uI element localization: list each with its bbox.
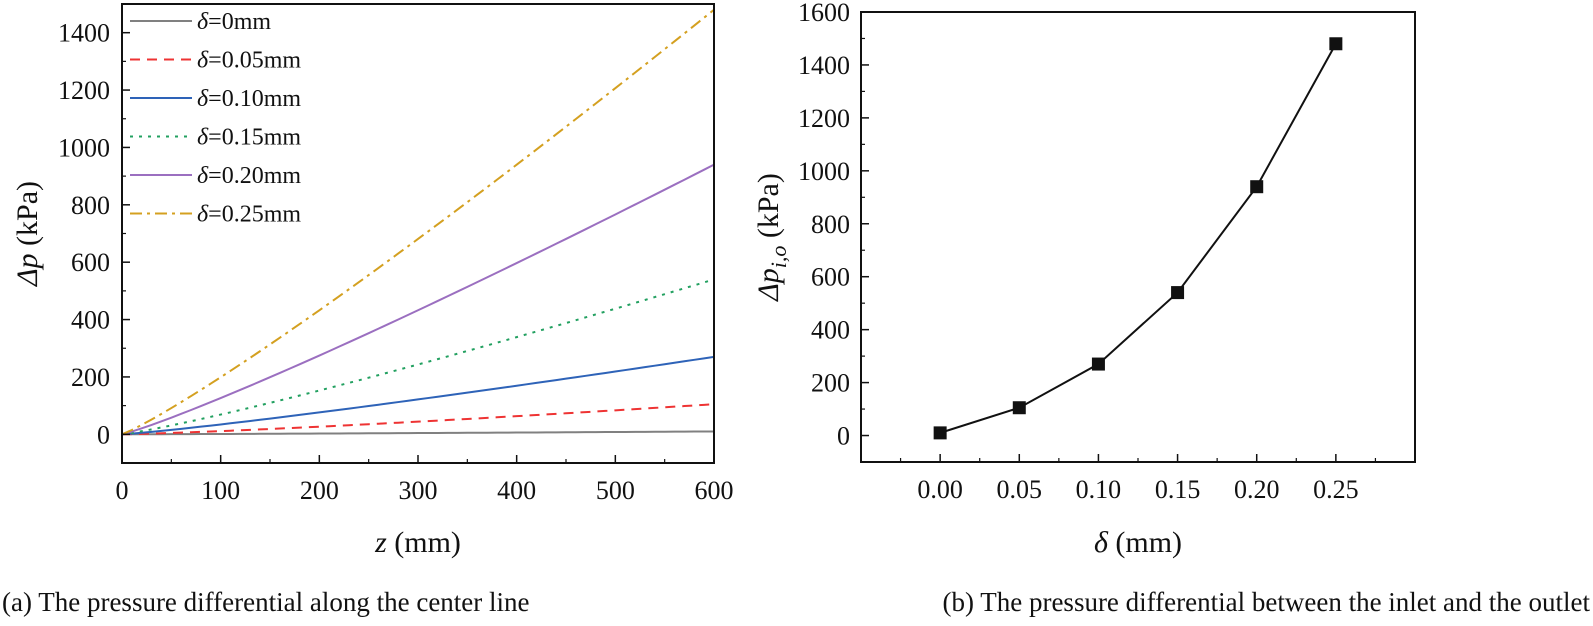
y-tick-label-8: 1600 xyxy=(798,0,850,27)
data-point-4 xyxy=(1250,180,1264,194)
legend-label-5: δ=0.25mm xyxy=(197,202,301,228)
x-tick-label-5: 0.25 xyxy=(1313,475,1359,504)
caption-b: (b) The pressure differential between th… xyxy=(942,587,1590,617)
y-tick-label-7: 1400 xyxy=(58,19,110,48)
y-tick-label-3: 600 xyxy=(71,248,110,277)
series-line-2 xyxy=(121,355,715,436)
series-line-5 xyxy=(121,8,715,436)
x-tick-label-0: 0 xyxy=(116,476,129,505)
x-tick-label-2: 0.10 xyxy=(1076,475,1122,504)
y-tick-label-2: 400 xyxy=(811,316,850,345)
y-tick-label-1: 200 xyxy=(811,369,850,398)
chart-b: 0.00 0.05 0.10 0.15 0.20 0.25 0 200 400 600 800 100… xyxy=(752,0,1416,559)
x-tick-label-1: 0.05 xyxy=(997,475,1043,504)
series-line-0 xyxy=(121,430,715,436)
series-line-4 xyxy=(121,163,715,436)
x-tick-label-4: 400 xyxy=(497,476,536,505)
x-tick-label-3: 0.15 xyxy=(1155,475,1201,504)
x-axis-title: δ (mm) xyxy=(1094,526,1182,559)
legend: δ=0mm δ=0.05mm δ=0.10mm δ=0.15mm δ=0.20mm δ=0… xyxy=(130,9,301,228)
legend-label-2: δ=0.10mm xyxy=(197,86,301,112)
y-tick-label-1: 200 xyxy=(71,363,110,392)
y-tick-label-2: 400 xyxy=(71,306,110,335)
data-point-0 xyxy=(933,426,947,440)
x-tick-label-4: 0.20 xyxy=(1234,475,1280,504)
legend-label-0: δ=0mm xyxy=(197,9,271,35)
y-axis-title: Δpi,o (kPa) xyxy=(752,173,791,302)
y-tick-label-6: 1200 xyxy=(798,104,850,133)
x-tick-label-1: 100 xyxy=(201,476,240,505)
y-tick-label-5: 1000 xyxy=(58,133,110,162)
data-point-5 xyxy=(1329,37,1343,51)
series-line-1 xyxy=(121,403,715,436)
legend-label-4: δ=0.20mm xyxy=(197,163,301,189)
chart-a: 0 100 200 300 400 500 600 0 200 400 600 800 1000 1200… xyxy=(11,3,734,559)
x-tick-label-3: 300 xyxy=(399,476,438,505)
data-point-3 xyxy=(1171,286,1185,300)
data-point-2 xyxy=(1091,357,1105,371)
caption-a: (a) The pressure differential along the … xyxy=(2,587,530,617)
y-tick-label-6: 1200 xyxy=(58,76,110,105)
y-tick-label-0: 0 xyxy=(97,420,110,449)
y-axis-title: Δp (kPa) xyxy=(11,181,44,287)
legend-label-1: δ=0.05mm xyxy=(197,48,301,74)
x-tick-label-6: 600 xyxy=(695,476,734,505)
y-tick-label-7: 1400 xyxy=(798,51,850,80)
y-tick-label-4: 800 xyxy=(811,210,850,239)
y-tick-label-0: 0 xyxy=(837,422,850,451)
y-tick-label-5: 1000 xyxy=(798,157,850,186)
y-tick-label-4: 800 xyxy=(71,191,110,220)
x-tick-label-5: 500 xyxy=(596,476,635,505)
data-point-1 xyxy=(1012,401,1026,415)
x-axis-title: z (mm) xyxy=(374,526,461,559)
legend-label-3: δ=0.15mm xyxy=(197,125,301,151)
series-line-3 xyxy=(121,278,715,436)
x-tick-label-0: 0.00 xyxy=(917,475,963,504)
series-line xyxy=(939,43,1337,434)
x-tick-label-2: 200 xyxy=(300,476,339,505)
y-tick-label-3: 600 xyxy=(811,263,850,292)
